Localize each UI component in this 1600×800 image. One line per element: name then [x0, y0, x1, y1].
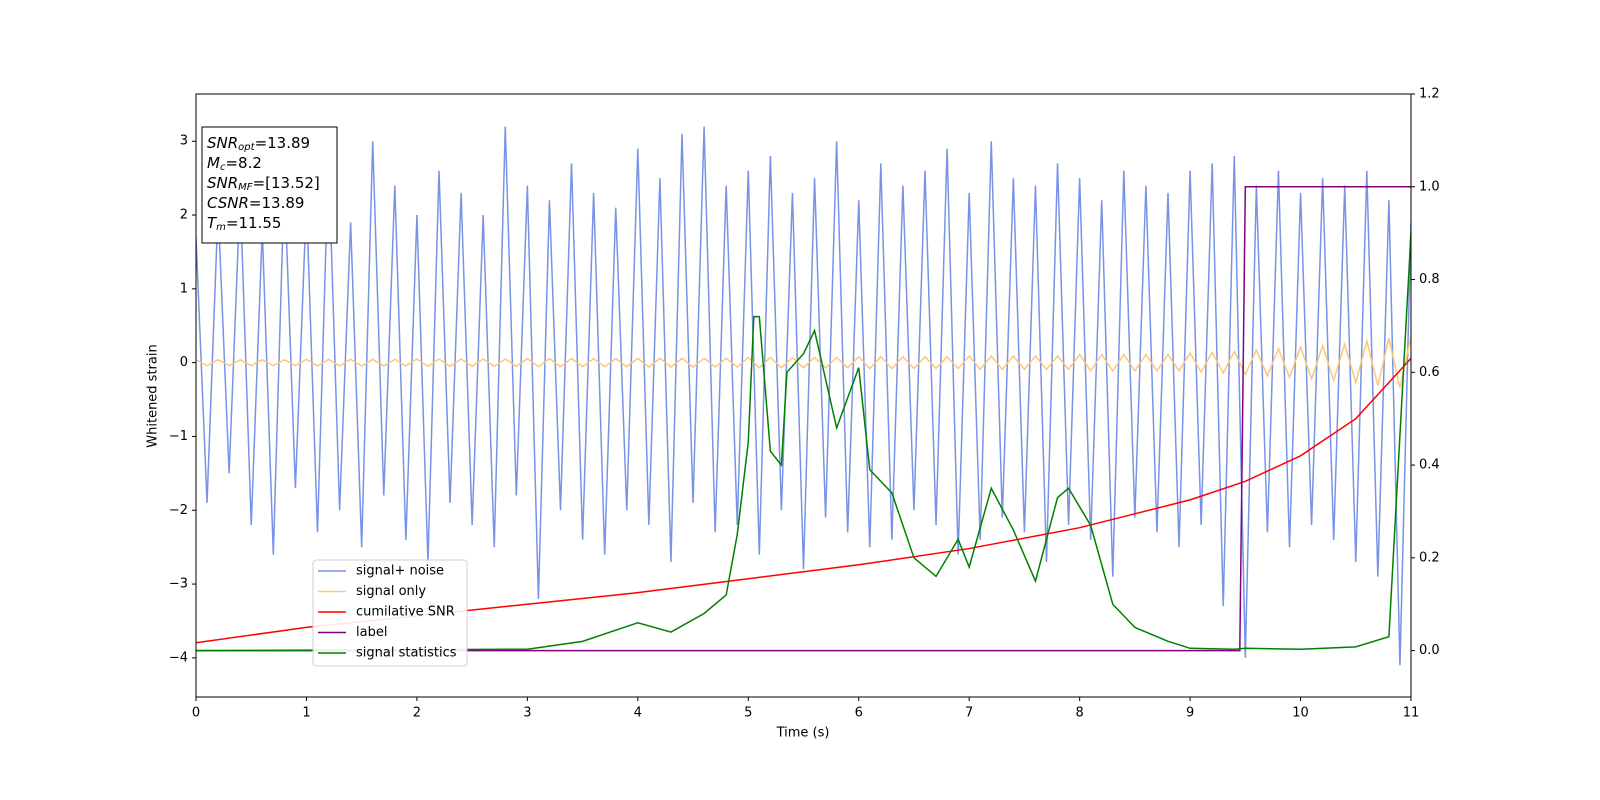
legend-label: signal statistics: [356, 646, 457, 661]
x-tick-label: 8: [1075, 706, 1083, 721]
annotation-subscript: m: [216, 222, 226, 233]
annotation-value: =13.89: [249, 194, 305, 212]
y2-tick-label: 0.0: [1419, 643, 1440, 658]
y-tick-label: 1: [180, 281, 188, 296]
annotation-symbol: SNR: [207, 174, 238, 192]
annotation-value: =11.55: [226, 214, 282, 232]
y-tick-label: −4: [169, 650, 188, 665]
y-axis-label: Whitened strain: [146, 344, 161, 447]
plot-frame: [195, 93, 1412, 698]
series-line: [196, 335, 1411, 388]
x-tick-label: 4: [634, 706, 642, 721]
x-tick-label: 2: [413, 706, 421, 721]
legend-label: cumilative SNR: [356, 605, 455, 620]
annotation-subscript: c: [220, 162, 226, 173]
x-axis-label: Time (s): [776, 726, 830, 741]
y2-tick-label: 1.0: [1419, 179, 1440, 194]
y-tick-label: −2: [169, 503, 188, 518]
x-tick-label: 6: [855, 706, 863, 721]
annotation-symbol: CSNR: [207, 194, 249, 212]
x-tick-label: 7: [965, 706, 973, 721]
x-tick-label: 5: [744, 706, 752, 721]
annotation-line: CSNR=13.89: [207, 194, 304, 212]
legend-label: signal only: [356, 584, 426, 599]
y-tick-label: −3: [169, 577, 188, 592]
y-tick-label: 0: [180, 355, 188, 370]
annotation-line: Mc=8.2: [207, 154, 262, 174]
y2-tick-label: 1.2: [1419, 87, 1440, 102]
x-tick-label: 9: [1186, 706, 1194, 721]
x-tick-label: 10: [1292, 706, 1309, 721]
annotation-value: =8.2: [225, 154, 261, 172]
y2-tick-label: 0.6: [1419, 365, 1440, 380]
y2-tick-label: 0.4: [1419, 458, 1440, 473]
y-tick-label: 2: [180, 208, 188, 223]
annotation-value: =13.89: [255, 134, 311, 152]
annotation-line: Tm=11.55: [207, 214, 281, 234]
series-line: [196, 186, 1411, 652]
series-line: [196, 233, 1411, 652]
annotation-line: SNRopt=13.89: [207, 134, 310, 154]
annotation-subscript: opt: [238, 142, 255, 153]
annotation-subscript: MF: [238, 182, 253, 193]
annotation-line: SNRMF=[13.52]: [207, 174, 320, 194]
legend-label: label: [356, 625, 387, 640]
y-tick-label: 3: [180, 134, 188, 149]
y-tick-label: −1: [169, 429, 188, 444]
annotation-value: =[13.52]: [253, 174, 320, 192]
x-tick-label: 0: [192, 706, 200, 721]
legend-box: [312, 559, 468, 667]
series-line: [196, 126, 1411, 666]
y2-tick-label: 0.2: [1419, 550, 1440, 565]
annotation-symbol: T: [207, 214, 218, 232]
annotation-box: [201, 126, 338, 244]
annotation-symbol: SNR: [207, 134, 238, 152]
legend-label: signal+ noise: [356, 564, 444, 579]
annotation-symbol: M: [207, 154, 220, 172]
x-tick-label: 3: [523, 706, 531, 721]
x-tick-label: 11: [1403, 706, 1420, 721]
y2-tick-label: 0.8: [1419, 272, 1440, 287]
x-tick-label: 1: [302, 706, 310, 721]
